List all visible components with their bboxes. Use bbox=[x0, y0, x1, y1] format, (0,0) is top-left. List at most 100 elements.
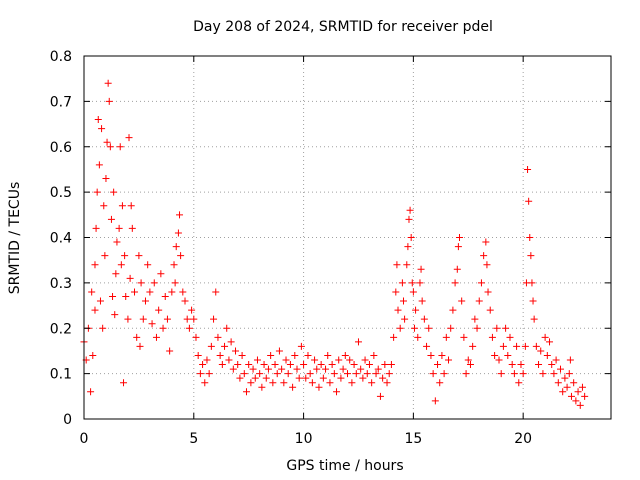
data-point bbox=[122, 292, 130, 300]
data-point bbox=[166, 347, 174, 355]
data-point bbox=[491, 351, 499, 359]
data-point bbox=[480, 252, 488, 260]
data-point bbox=[109, 292, 117, 300]
data-point bbox=[286, 361, 294, 369]
data-point bbox=[102, 175, 110, 183]
y-tick-label: 0.7 bbox=[50, 94, 72, 110]
data-point bbox=[101, 252, 109, 260]
data-point bbox=[477, 279, 485, 287]
data-point bbox=[88, 288, 96, 296]
data-point bbox=[510, 370, 518, 378]
data-point bbox=[486, 306, 494, 314]
data-point bbox=[110, 188, 118, 196]
data-point bbox=[124, 315, 132, 323]
data-point bbox=[368, 379, 376, 387]
data-point bbox=[311, 356, 319, 364]
data-point bbox=[104, 79, 112, 87]
data-point bbox=[372, 370, 380, 378]
data-point bbox=[572, 397, 580, 405]
data-point bbox=[344, 370, 351, 378]
data-point bbox=[407, 234, 415, 241]
data-point bbox=[293, 365, 301, 373]
data-point bbox=[111, 311, 119, 319]
x-tick-label: 15 bbox=[404, 431, 422, 447]
data-point bbox=[91, 306, 99, 314]
data-point bbox=[393, 261, 401, 269]
data-point bbox=[93, 188, 101, 196]
data-point bbox=[513, 342, 521, 350]
data-point bbox=[528, 279, 536, 287]
data-point bbox=[278, 365, 286, 373]
data-point bbox=[192, 333, 200, 341]
data-point bbox=[570, 379, 578, 387]
data-point bbox=[264, 365, 272, 373]
data-point bbox=[462, 370, 470, 378]
data-point bbox=[133, 333, 141, 341]
data-point bbox=[155, 306, 163, 314]
data-point bbox=[103, 138, 111, 146]
data-point bbox=[322, 365, 330, 373]
data-point bbox=[483, 261, 491, 269]
x-tick-label: 20 bbox=[514, 431, 532, 447]
data-point bbox=[245, 361, 253, 369]
data-point bbox=[379, 374, 387, 382]
chart-title: Day 208 of 2024, SRMTID for receiver pde… bbox=[193, 19, 493, 35]
data-point bbox=[210, 315, 218, 323]
data-point bbox=[126, 274, 134, 282]
data-point bbox=[262, 374, 270, 382]
data-point bbox=[199, 361, 207, 369]
data-point bbox=[517, 361, 525, 369]
data-point bbox=[354, 338, 362, 346]
data-point bbox=[319, 374, 327, 382]
y-tick-label: 0.5 bbox=[50, 185, 72, 201]
data-point bbox=[289, 383, 297, 391]
data-point bbox=[455, 234, 463, 241]
data-point bbox=[339, 365, 347, 373]
data-point bbox=[506, 333, 514, 341]
data-point bbox=[181, 297, 189, 305]
data-point bbox=[434, 361, 442, 369]
data-point bbox=[361, 356, 369, 364]
data-point bbox=[313, 365, 321, 373]
data-point bbox=[284, 370, 292, 378]
data-point bbox=[493, 324, 501, 332]
data-point bbox=[113, 238, 121, 246]
x-axis-label: GPS time / hours bbox=[286, 458, 403, 474]
data-point bbox=[524, 165, 532, 173]
grid-lines bbox=[84, 56, 611, 419]
data-point bbox=[330, 370, 338, 378]
data-point bbox=[335, 356, 343, 364]
data-point bbox=[473, 324, 481, 332]
data-point bbox=[561, 374, 569, 382]
data-point bbox=[429, 370, 437, 378]
data-point bbox=[396, 324, 404, 332]
data-point bbox=[121, 252, 129, 260]
data-point bbox=[567, 392, 575, 400]
data-point bbox=[417, 265, 425, 273]
data-point bbox=[376, 392, 384, 400]
data-point bbox=[196, 370, 204, 378]
data-point bbox=[464, 356, 472, 364]
data-point bbox=[240, 370, 248, 378]
data-point bbox=[527, 252, 535, 260]
data-point bbox=[359, 374, 367, 382]
data-point bbox=[247, 379, 255, 387]
data-point bbox=[504, 351, 512, 359]
data-point bbox=[308, 379, 316, 387]
data-point bbox=[447, 324, 455, 332]
data-point bbox=[131, 288, 139, 296]
data-point bbox=[302, 374, 310, 382]
data-point bbox=[416, 279, 424, 287]
data-point bbox=[188, 306, 196, 314]
data-point bbox=[451, 279, 459, 287]
data-point bbox=[275, 347, 283, 355]
data-point bbox=[453, 265, 461, 273]
data-point bbox=[497, 370, 505, 378]
data-point bbox=[282, 356, 290, 364]
data-point bbox=[271, 361, 279, 369]
data-point bbox=[205, 370, 213, 378]
data-point bbox=[260, 361, 268, 369]
data-point bbox=[541, 333, 549, 341]
data-point bbox=[201, 379, 209, 387]
